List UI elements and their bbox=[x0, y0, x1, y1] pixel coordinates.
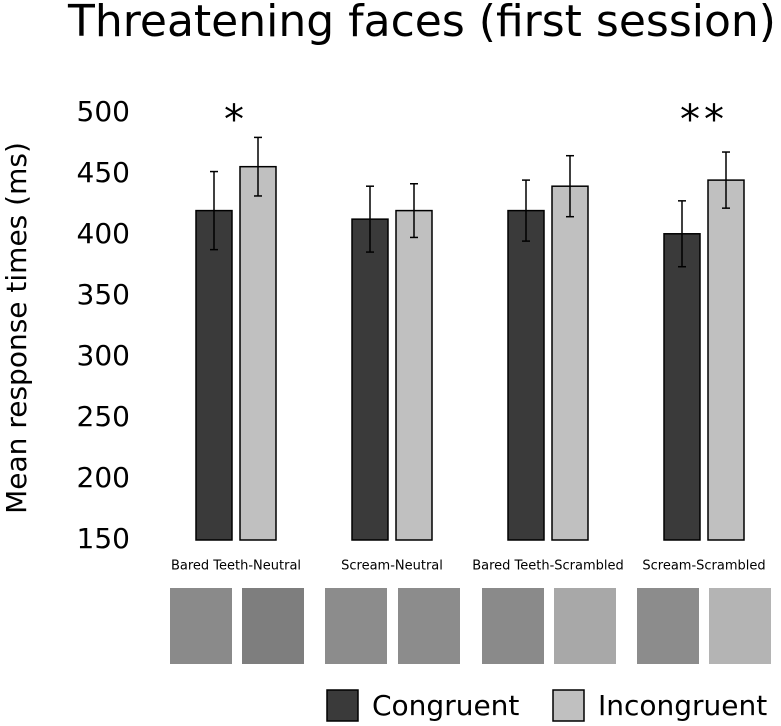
error-bar bbox=[678, 200, 686, 268]
x-tick-label: Scream-Scrambled bbox=[642, 559, 765, 574]
bar bbox=[195, 209, 233, 541]
bar bbox=[663, 233, 701, 541]
y-tick-label: 150 bbox=[77, 522, 130, 555]
x-tick-label: Scream-Neutral bbox=[341, 559, 443, 574]
error-bar bbox=[254, 136, 262, 197]
y-tick-label: 250 bbox=[77, 400, 130, 433]
bar bbox=[507, 209, 545, 541]
chart-title: Threatening faces (first session) bbox=[67, 0, 776, 47]
y-tick-label: 200 bbox=[77, 461, 130, 494]
face-images bbox=[170, 588, 771, 664]
x-tick-label: Bared Teeth-Scrambled bbox=[472, 559, 624, 574]
y-axis-label: Mean response times (ms) bbox=[0, 142, 33, 514]
x-tick-label: Bared Teeth-Neutral bbox=[171, 559, 301, 574]
error-bar bbox=[522, 179, 530, 242]
error-bar bbox=[210, 170, 218, 251]
y-tick-label: 400 bbox=[77, 217, 130, 250]
y-tick-label: 500 bbox=[77, 95, 130, 128]
bar bbox=[707, 179, 745, 541]
legend-label: Congruent bbox=[372, 689, 519, 722]
bar bbox=[239, 165, 277, 541]
legend-swatch bbox=[326, 689, 359, 722]
legend-label: Incongruent bbox=[598, 689, 767, 722]
bar bbox=[395, 209, 433, 541]
legend-swatch bbox=[552, 689, 585, 722]
error-bar bbox=[566, 154, 574, 218]
error-bar bbox=[366, 185, 374, 253]
y-tick-label: 450 bbox=[77, 156, 130, 189]
annotation: ** bbox=[680, 97, 728, 143]
y-tick-label: 350 bbox=[77, 278, 130, 311]
y-tick-label: 300 bbox=[77, 339, 130, 372]
error-bar bbox=[722, 151, 730, 209]
error-bar bbox=[410, 183, 418, 239]
bar bbox=[551, 185, 589, 541]
bar bbox=[351, 218, 389, 541]
annotation: * bbox=[224, 97, 248, 143]
